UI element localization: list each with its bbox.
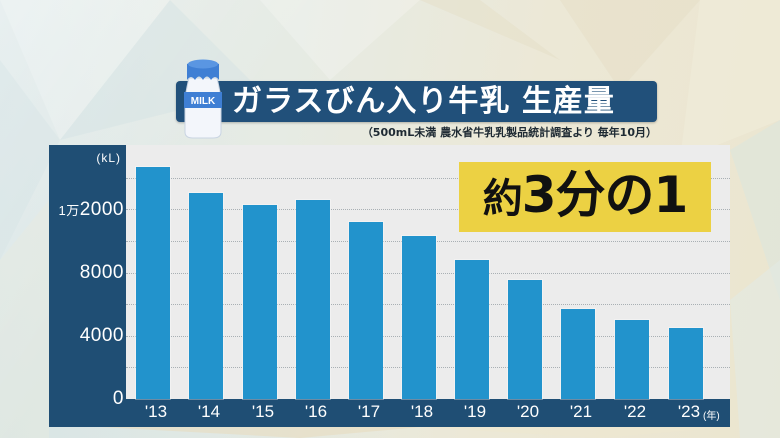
x-tick-2022: '22 [623, 402, 647, 421]
y-axis-unit: (kL) [96, 151, 121, 165]
x-tick-2017: '17 [357, 402, 381, 421]
title-banner: ガラスびん入り牛乳 生産量 [176, 81, 657, 122]
bar-2015 [243, 204, 277, 399]
y-tick-4000: 4000 [79, 325, 124, 346]
x-tick-2013: '13 [144, 402, 168, 421]
bar-2022 [615, 319, 649, 399]
bar-2023 [669, 327, 703, 399]
chart-title: ガラスびん入り牛乳 生産量 [232, 84, 615, 119]
bar-2021 [561, 308, 595, 399]
x-tick-2023: '23 [677, 402, 701, 421]
x-tick-2020: '20 [516, 402, 540, 421]
x-tick-2015: '15 [251, 402, 275, 421]
y-tick-0: 0 [112, 388, 124, 409]
bar-2019 [455, 259, 489, 399]
y-tick-12000: 1万2000 [58, 199, 124, 220]
callout-box: 約3分の1 [459, 162, 711, 232]
x-tick-2014: '14 [197, 402, 221, 421]
bar-2013 [136, 166, 170, 399]
x-tick-2016: '16 [304, 402, 328, 421]
bar-2017 [349, 221, 383, 399]
gridline-14000 [126, 177, 730, 179]
bar-2014 [189, 193, 223, 399]
x-tick-2021: '21 [569, 402, 593, 421]
bar-2016 [296, 199, 330, 399]
gridline-12000 [126, 209, 730, 211]
chart-subtitle: （500mL未満 農水省牛乳乳製品統計調査より 毎年10月） [361, 126, 657, 139]
milk-bottle-icon: MILK [184, 59, 222, 139]
bar-2018 [402, 236, 436, 399]
callout-text: 約3分の1 [482, 166, 689, 224]
x-axis-unit: (年) [703, 411, 720, 422]
x-tick-2018: '18 [410, 402, 434, 421]
bar-2020 [508, 280, 542, 399]
bottle-label: MILK [191, 96, 216, 107]
x-tick-2019: '19 [463, 402, 487, 421]
y-tick-8000: 8000 [79, 262, 124, 283]
